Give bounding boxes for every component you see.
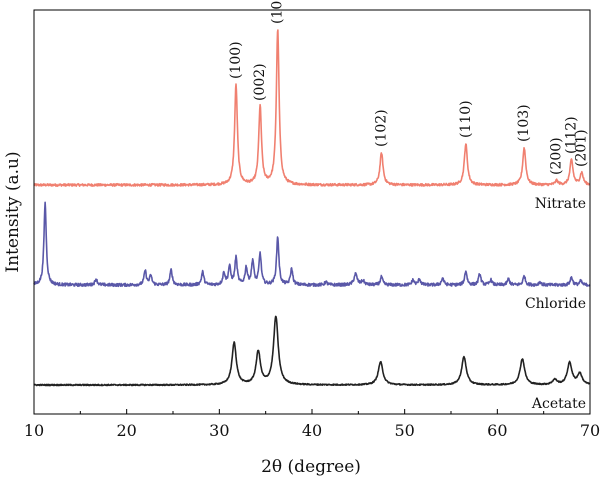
series-label-acetate: Acetate <box>531 396 586 412</box>
peak-label-112: (112) <box>564 116 580 154</box>
peak-point-nitrate-7 <box>571 159 572 160</box>
peak-point-acetate-1 <box>258 351 259 352</box>
peak-point-chloride-12 <box>277 236 278 237</box>
peak-label-110: (110) <box>458 100 474 138</box>
peak-point-chloride-0 <box>45 202 46 203</box>
peak-point-chloride-15 <box>355 273 356 274</box>
peak-label-100: (100) <box>228 41 244 79</box>
peak-point-chloride-25 <box>524 275 525 276</box>
peak-point-chloride-23 <box>490 279 491 280</box>
peak-point-chloride-5 <box>202 271 203 272</box>
peak-label-200: (200) <box>549 137 565 175</box>
plot-frame <box>33 9 591 415</box>
series-label-layer: Nitrate Chloride Acetate <box>525 196 586 412</box>
peak-label-201: (201) <box>574 129 590 167</box>
peak-point-chloride-6 <box>223 272 224 273</box>
peak-point-chloride-28 <box>580 280 581 281</box>
peak-point-nitrate-5 <box>524 147 525 148</box>
x-tick-label-50: 50 <box>394 421 414 440</box>
series-label-nitrate: Nitrate <box>535 196 586 212</box>
x-axis-title: 2θ (degree) <box>261 457 361 477</box>
peak-point-nitrate-6 <box>556 180 557 181</box>
peak-point-chloride-2 <box>145 270 146 271</box>
peak-point-chloride-1 <box>95 278 96 279</box>
x-tick-label-20: 20 <box>116 421 136 440</box>
peak-label-103: (103) <box>516 104 532 142</box>
x-tick-label-10: 10 <box>24 421 44 440</box>
peak-point-chloride-10 <box>252 260 253 261</box>
peak-point-acetate-0 <box>234 342 235 343</box>
peak-point-chloride-3 <box>150 275 151 276</box>
peak-point-chloride-18 <box>412 279 413 280</box>
peak-point-acetate-8 <box>579 373 580 374</box>
peak-point-chloride-16 <box>362 280 363 281</box>
peak-point-nitrate-4 <box>465 143 466 144</box>
peak-point-chloride-26 <box>539 281 540 282</box>
peak-label-102: (102) <box>374 109 390 147</box>
x-tick-label-70: 70 <box>580 421 600 440</box>
peak-point-acetate-7 <box>569 362 570 363</box>
peak-label-layer: (100) (002) (101) (102) (110) (103) (200)(112)… <box>228 0 590 175</box>
x-axis: 10 20 30 40 50 60 70 <box>24 409 600 440</box>
peak-point-chloride-17 <box>381 276 382 277</box>
peak-point-nitrate-0 <box>235 84 236 85</box>
peak-point-acetate-3 <box>380 361 381 362</box>
peak-point-acetate-6 <box>554 379 555 380</box>
series-label-chloride: Chloride <box>525 296 586 312</box>
series-line-acetate <box>33 315 591 387</box>
peak-point-chloride-14 <box>325 281 326 282</box>
peak-point-chloride-9 <box>246 267 247 268</box>
x-tick-label-30: 30 <box>209 421 229 440</box>
peak-point-chloride-7 <box>229 266 230 267</box>
peak-point-nitrate-2 <box>277 29 278 30</box>
peak-point-chloride-20 <box>442 277 443 278</box>
x-tick-label-60: 60 <box>487 421 507 440</box>
peak-point-nitrate-8 <box>581 172 582 173</box>
peak-point-acetate-2 <box>275 316 276 317</box>
series-line-nitrate <box>33 29 591 187</box>
peak-label-002: (002) <box>252 63 268 101</box>
peak-point-nitrate-1 <box>260 106 261 107</box>
peak-point-chloride-19 <box>419 278 420 279</box>
series-layer <box>33 29 591 387</box>
peak-point-nitrate-3 <box>381 152 382 153</box>
peak-point-chloride-13 <box>291 268 292 269</box>
y-axis-title: Intensity (a.u) <box>3 151 23 272</box>
peak-point-chloride-22 <box>479 273 480 274</box>
peak-point-chloride-11 <box>260 253 261 254</box>
peak-point-chloride-4 <box>171 269 172 270</box>
peak-point-chloride-27 <box>571 276 572 277</box>
series-line-chloride <box>33 201 591 288</box>
peak-point-acetate-4 <box>463 356 464 357</box>
peak-point-chloride-24 <box>508 278 509 279</box>
x-tick-label-40: 40 <box>302 421 322 440</box>
peak-point-chloride-8 <box>235 257 236 258</box>
peak-point-acetate-5 <box>522 358 523 359</box>
peak-label-101: (101) <box>270 0 286 24</box>
peak-point-chloride-21 <box>465 270 466 271</box>
